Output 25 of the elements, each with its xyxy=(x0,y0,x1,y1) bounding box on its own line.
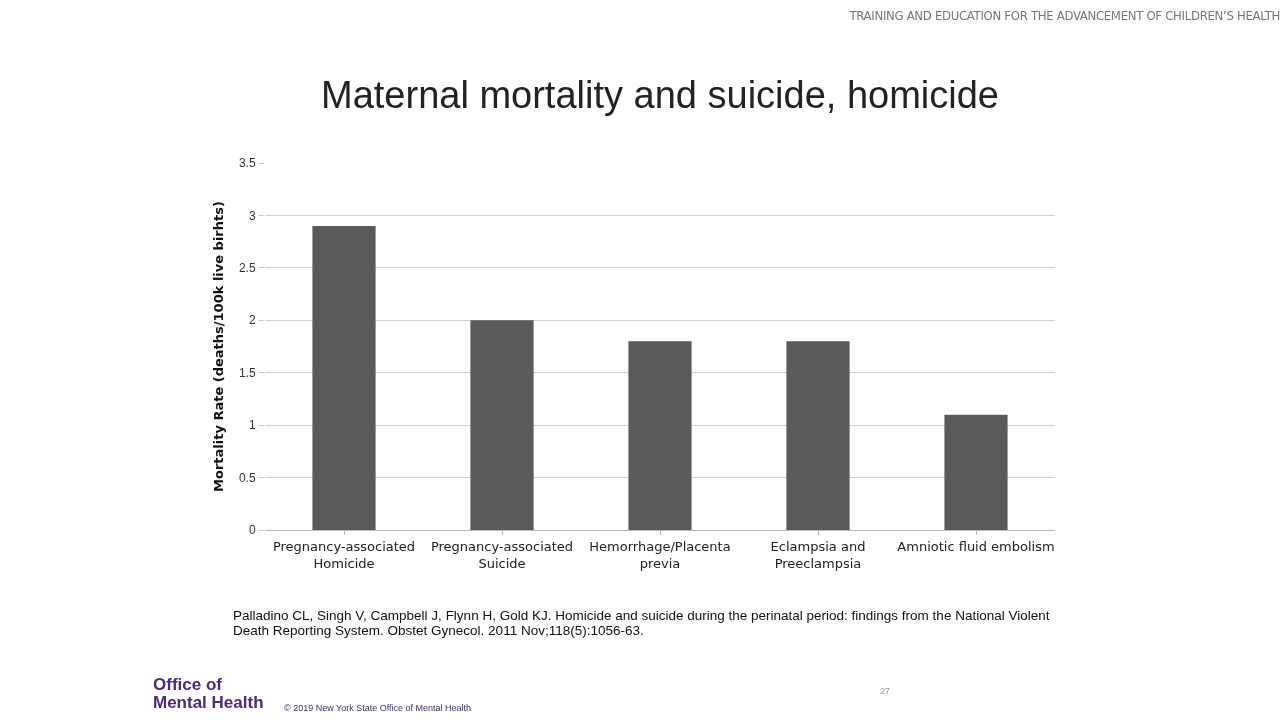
y-tick-label: 0.5 xyxy=(238,470,256,485)
y-tick-label: 1 xyxy=(248,418,256,433)
x-tick-label: Pregnancy-associated Suicide xyxy=(430,538,574,571)
x-tick-label: Pregnancy-associated Homicide xyxy=(272,538,416,571)
y-axis-title: Mortality Rate (deaths/100k live birhts) xyxy=(210,201,226,492)
text: 27 xyxy=(880,686,891,696)
bar xyxy=(786,341,850,530)
y-tick-label: 2.5 xyxy=(238,261,256,276)
chart-title: Maternal mortality and suicide, homicide xyxy=(321,74,999,117)
text: Palladino CL, Singh V, Campbell J, Flynn H, Gold KJ. Homicide and suicide during the perinatal period: findings from the National Violent Death Reporting System. Obstet Gynecol. 2011 Nov;118(5):1056-63. xyxy=(233,608,1051,638)
bar xyxy=(470,320,534,530)
y-tick-label: 2 xyxy=(248,313,256,328)
y-tick-label: 3 xyxy=(248,208,256,223)
text: © 2019 New York State Office of Mental Health xyxy=(284,703,473,713)
bar xyxy=(628,341,692,530)
text: Office of Mental Health xyxy=(153,675,265,712)
y-tick-label: 0 xyxy=(248,523,256,538)
y-tick-label: 1.5 xyxy=(238,365,256,380)
x-tick-label: Amniotic fluid embolism xyxy=(897,538,1055,554)
text: TRAINING AND EDUCATION FOR THE ADVANCEMENT OF CHILDREN’S HEALTH xyxy=(848,8,1280,23)
x-tick-label: Eclampsia and Preeclampsia xyxy=(770,538,866,571)
x-tick-label: Hemorrhage/Placenta previa xyxy=(589,538,731,571)
bar xyxy=(312,225,376,530)
y-tick-label: 3.5 xyxy=(238,156,256,171)
bar xyxy=(944,414,1008,530)
